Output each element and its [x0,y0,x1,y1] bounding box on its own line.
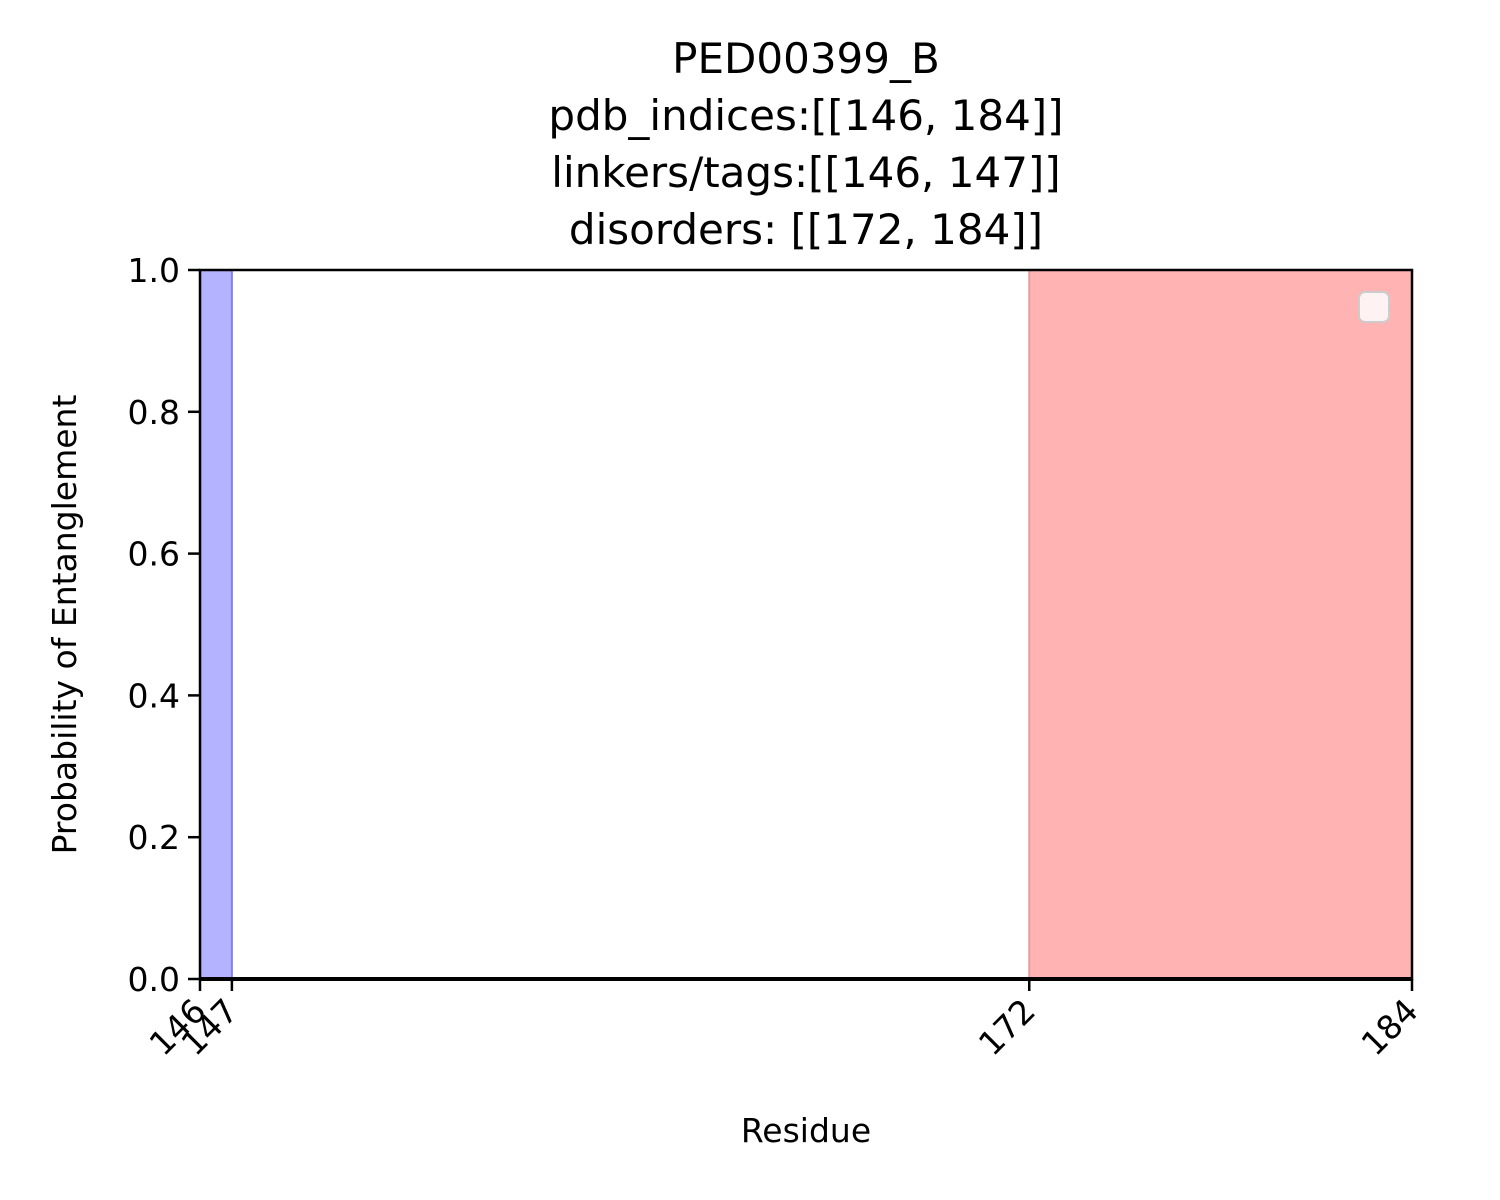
legend[interactable] [1358,291,1390,323]
span-disorders [1029,270,1412,979]
chart-title-line: PED00399_B [672,34,940,83]
x-tick-label: 172 [971,991,1043,1063]
x-tick-label: 184 [1354,991,1426,1063]
highlight-spans [199,270,1413,979]
y-tick-label: 0.4 [128,676,180,715]
y-tick-label: 0.8 [128,393,180,432]
x-axis-label: Residue [741,1111,871,1150]
chart-title: PED00399_B pdb_indices:[[146, 184]] linker… [548,34,1063,254]
plot-frame [198,268,1414,981]
y-tick-label: 0.2 [128,818,180,857]
y-tick-label: 1.0 [128,251,180,290]
chart-title-line: disorders: [[172, 184]] [569,205,1043,254]
y-tick-label: 0.6 [128,535,180,574]
y-tick-label: 0.0 [128,960,180,999]
span-linkers-tags [200,270,232,979]
chart-title-line: pdb_indices:[[146, 184]] [548,91,1063,140]
y-axis-label: Probability of Entanglement [45,395,84,855]
y-axis-ticks: 0.0 0.2 0.4 0.6 0.8 1.0 [128,251,200,999]
chart-title-line: linkers/tags:[[146, 147]] [551,148,1060,197]
